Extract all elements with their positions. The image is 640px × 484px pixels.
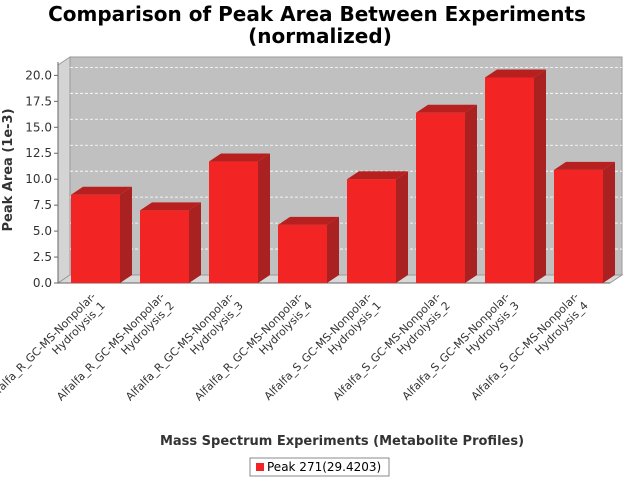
legend-swatch bbox=[256, 463, 264, 471]
plot-side-wall bbox=[57, 56, 71, 284]
bar-side bbox=[465, 104, 477, 283]
bar-side bbox=[603, 161, 615, 283]
legend: Peak 271(29.4203) bbox=[249, 457, 390, 477]
bar bbox=[140, 210, 189, 283]
chart-subtitle: (normalized) bbox=[248, 24, 392, 48]
bar-top bbox=[278, 216, 339, 225]
bar-side bbox=[534, 69, 546, 283]
legend-entry: Peak 271(29.4203) bbox=[267, 460, 381, 474]
bar bbox=[71, 194, 120, 283]
bar bbox=[485, 77, 534, 283]
bar bbox=[554, 169, 603, 283]
y-axis-label: Peak Area (1e-3) bbox=[1, 108, 16, 231]
bar-top bbox=[485, 69, 546, 78]
bar bbox=[209, 161, 258, 283]
y-tick-label: 17.5 bbox=[25, 94, 52, 108]
y-tick-label: 0.0 bbox=[33, 276, 52, 290]
bar-top bbox=[71, 186, 132, 195]
bar-top bbox=[209, 153, 270, 162]
bar bbox=[278, 224, 327, 283]
bar-top bbox=[347, 171, 408, 180]
y-tick-label: 10.0 bbox=[25, 172, 52, 186]
bar bbox=[347, 179, 396, 283]
bar-side bbox=[189, 202, 201, 283]
y-tick-label: 12.5 bbox=[25, 146, 52, 160]
bar-top bbox=[140, 202, 201, 211]
bar-top bbox=[554, 161, 615, 170]
bar-side bbox=[327, 216, 339, 283]
bar-top bbox=[416, 104, 477, 113]
bar-side bbox=[120, 186, 132, 283]
plot-area: 0.0 2.5 5.0 7.5 10.0 12.5 15.0 17.5 20.0 Alfalfa_… bbox=[0, 56, 624, 403]
y-tick-label: 5.0 bbox=[33, 224, 52, 238]
x-tick-label-line: Alfalfa_R_GC-MS-Nonpolar- bbox=[0, 290, 99, 403]
y-tick-label: 7.5 bbox=[33, 198, 52, 212]
bar-side bbox=[258, 153, 270, 283]
y-tick-label: 20.0 bbox=[25, 68, 52, 82]
bar bbox=[416, 112, 465, 283]
chart-title: Comparison of Peak Area Between Experime… bbox=[48, 2, 586, 26]
y-tick-label: 2.5 bbox=[33, 250, 52, 264]
x-axis-label: Mass Spectrum Experiments (Metabolite Pr… bbox=[160, 434, 524, 449]
legend-box bbox=[249, 457, 390, 477]
y-tick-label: 15.0 bbox=[25, 120, 52, 134]
bar-side bbox=[396, 171, 408, 283]
